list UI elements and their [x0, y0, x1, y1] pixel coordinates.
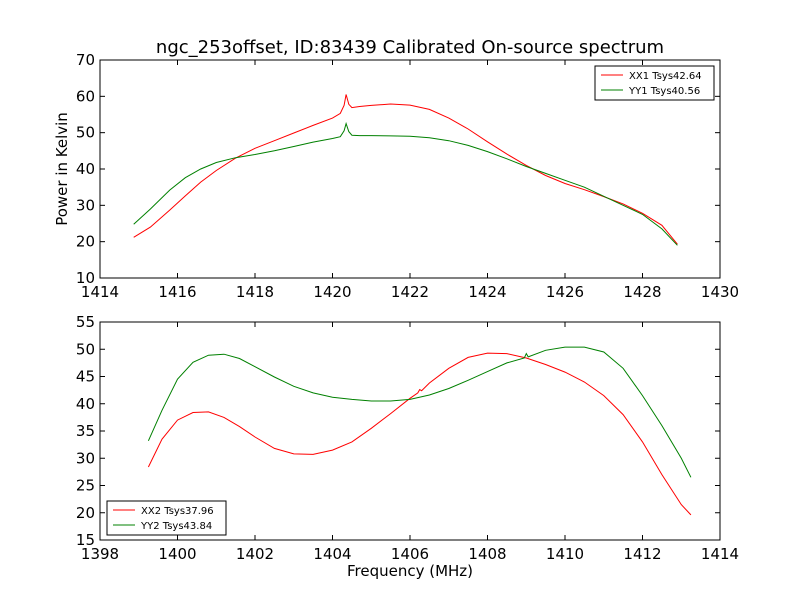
x-axis-label: Frequency (MHz)	[347, 562, 473, 580]
bottom-x-tick-label: 1400	[158, 545, 196, 563]
top-y-tick-label: 30	[76, 196, 95, 214]
bottom-x-tick-label: 1406	[391, 545, 429, 563]
top-y-tick-label: 50	[76, 124, 95, 142]
bottom-x-tick-label: 1412	[623, 545, 661, 563]
bottom-y-tick-label: 40	[76, 395, 95, 413]
bottom-y-tick-label: 50	[76, 340, 95, 358]
bottom-legend-label-1: XX2 Tsys37.96	[141, 506, 214, 517]
top-y-tick-label: 20	[76, 233, 95, 251]
top-x-tick-label: 1414	[81, 283, 119, 301]
y-axis-label: Power in Kelvin	[53, 112, 71, 226]
top-legend-label-1: XX1 Tsys42.64	[629, 71, 702, 82]
bottom-legend: XX2 Tsys37.96 YY2 Tsys43.84	[106, 500, 227, 536]
top-x-tick-label: 1418	[236, 283, 274, 301]
bottom-y-tick-label: 25	[76, 477, 95, 495]
bottom-y-tick-label: 55	[76, 313, 95, 331]
chart-title: ngc_253offset, ID:83439 Calibrated On-so…	[156, 37, 664, 58]
bottom-y-tick-label: 30	[76, 449, 95, 467]
top-legend-box	[594, 65, 715, 101]
bottom-x-tick-label: 1404	[313, 545, 351, 563]
top-panel: 1414 1416 1418 1420 1422 1424 1426 1428 1430 10 20…	[76, 51, 739, 301]
top-y-tick-label: 60	[76, 87, 95, 105]
top-x-tick-label: 1430	[701, 283, 739, 301]
top-y-tick-label: 40	[76, 160, 95, 178]
top-y-tick-label: 70	[76, 51, 95, 69]
bottom-x-tick-label: 1414	[701, 545, 739, 563]
bottom-y-tick-label: 20	[76, 504, 95, 522]
top-x-tick-label: 1426	[546, 283, 584, 301]
top-series-line-1	[133, 94, 678, 245]
top-legend-label-2: YY1 Tsys40.56	[628, 86, 700, 97]
top-y-tick-label: 10	[76, 269, 95, 287]
bottom-x-tick-label: 1410	[546, 545, 584, 563]
top-x-tick-label: 1428	[623, 283, 661, 301]
bottom-panel: 1398 1400 1402 1404 1406 1408 1410 1412 1414 15 20…	[76, 313, 739, 563]
bottom-y-tick-label: 15	[76, 531, 95, 549]
bottom-series-line-2	[147, 346, 692, 478]
top-x-tick-label: 1416	[158, 283, 196, 301]
bottom-legend-box	[106, 500, 227, 536]
bottom-series-line-1	[147, 352, 692, 516]
top-x-tick-label: 1420	[313, 283, 351, 301]
bottom-x-tick-label: 1402	[236, 545, 274, 563]
bottom-legend-label-2: YY2 Tsys43.84	[140, 521, 212, 532]
top-x-tick-label: 1424	[468, 283, 506, 301]
top-series-line-2	[133, 121, 678, 246]
bottom-y-tick-label: 35	[76, 422, 95, 440]
bottom-x-tick-label: 1398	[81, 545, 119, 563]
bottom-x-tick-label: 1408	[468, 545, 506, 563]
bottom-y-tick-label: 45	[76, 368, 95, 386]
top-legend: XX1 Tsys42.64 YY1 Tsys40.56	[594, 65, 715, 101]
top-x-tick-label: 1422	[391, 283, 429, 301]
